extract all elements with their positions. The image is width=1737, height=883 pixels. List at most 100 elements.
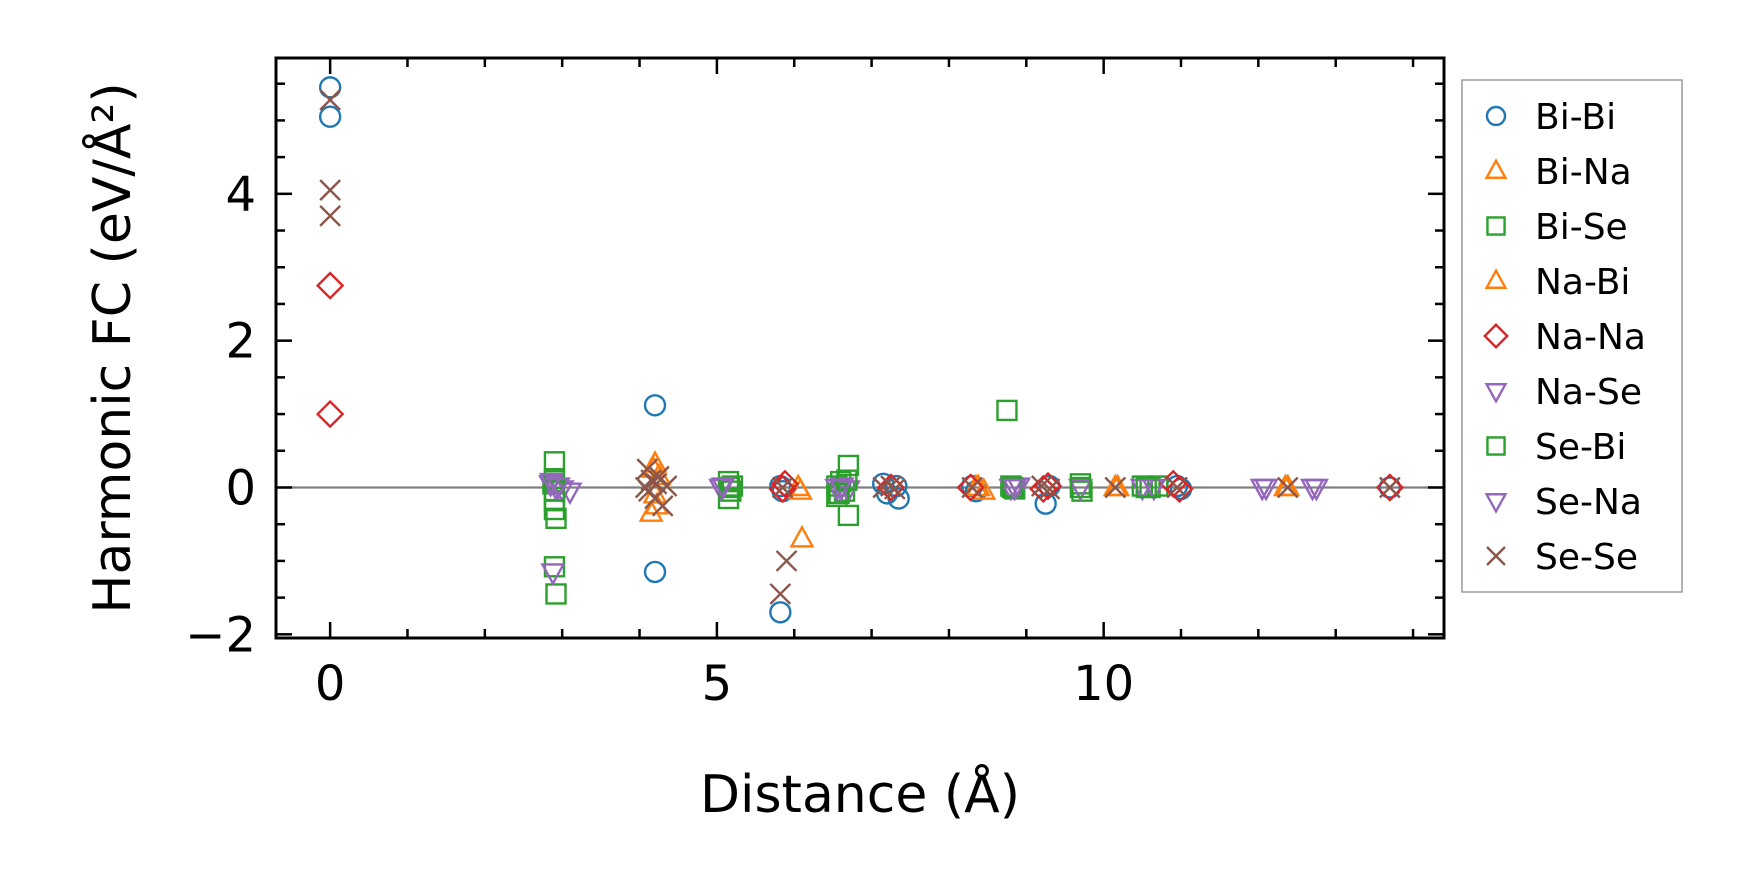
data-point-se-na	[1253, 478, 1279, 502]
data-point-se-se	[883, 478, 906, 500]
legend-item-bi-bi: Bi-Bi	[1485, 97, 1616, 138]
data-point-se-se	[1166, 476, 1188, 499]
data-point-se-se	[319, 179, 341, 202]
legend-marker-bi-se	[1486, 216, 1506, 236]
data-point-bi-se	[1131, 475, 1154, 497]
data-point-bi-se	[543, 451, 566, 473]
data-point-na-se	[543, 478, 569, 502]
y-axis-label: Harmonic FC (eV/Å²)	[81, 82, 143, 613]
legend-label: Bi-Bi	[1535, 97, 1616, 138]
data-point-na-na	[315, 399, 345, 429]
legend-marker-na-bi	[1484, 268, 1508, 289]
legend-item-bi-na: Bi-Na	[1484, 152, 1632, 193]
data-point-na-se	[540, 563, 566, 586]
data-point-se-se	[1030, 475, 1053, 497]
data-point-bi-bi	[318, 76, 342, 99]
data-point-bi-bi	[643, 560, 667, 584]
legend-item-na-bi: Na-Bi	[1484, 262, 1630, 303]
data-point-se-na	[1002, 478, 1028, 502]
data-point-na-na	[1029, 474, 1058, 504]
legend-marker-na-se	[1484, 383, 1508, 404]
legend-label: Bi-Se	[1535, 207, 1628, 248]
x-tick-label: 5	[702, 656, 733, 712]
series-se-se	[319, 88, 1401, 605]
data-point-se-se	[319, 204, 341, 227]
legend-item-na-se: Na-Se	[1484, 372, 1642, 413]
data-point-se-se	[319, 88, 341, 111]
legend-item-na-na: Na-Na	[1483, 317, 1646, 358]
data-point-bi-se	[721, 475, 744, 497]
y-tick-label: 4	[225, 167, 256, 223]
legend-label: Bi-Na	[1535, 152, 1632, 193]
series-se-na	[538, 472, 1326, 502]
data-point-bi-bi	[769, 601, 792, 624]
x-axis-label: Distance (Å)	[700, 763, 1020, 825]
data-point-se-se	[1104, 476, 1127, 499]
plot-frame	[274, 56, 1446, 640]
data-point-bi-se	[837, 454, 860, 477]
data-point-na-se	[1067, 478, 1093, 502]
data-point-bi-bi	[318, 105, 342, 128]
data-point-bi-se	[1071, 480, 1093, 502]
legend: Bi-Bi Bi-Na Bi-Se Na-Bi Na-Na Na-Se Se-Bi Se-Na…	[1461, 79, 1683, 593]
data-point-na-na	[956, 473, 985, 502]
data-point-se-bi	[543, 480, 566, 502]
data-point-se-na	[1299, 478, 1326, 502]
legend-marker-na-na	[1483, 323, 1509, 349]
data-point-se-se	[1379, 476, 1401, 499]
data-point-bi-se	[837, 504, 860, 527]
data-point-se-se	[1038, 478, 1061, 500]
legend-label: Se-Bi	[1535, 427, 1626, 468]
data-point-na-na	[1165, 474, 1194, 504]
data-point-bi-se	[1000, 475, 1022, 497]
data-point-bi-na	[789, 524, 815, 548]
legend-label: Na-Na	[1535, 317, 1646, 358]
data-point-se-na	[538, 472, 564, 496]
data-point-se-se	[771, 476, 794, 499]
legend-marker-se-na	[1484, 493, 1508, 514]
x-tick-label: 10	[1073, 656, 1134, 712]
data-point-se-se	[1276, 476, 1299, 499]
x-tick-label: 0	[315, 656, 346, 712]
data-point-na-na	[1375, 473, 1405, 502]
data-point-na-bi	[1275, 473, 1301, 497]
legend-item-se-bi: Se-Bi	[1486, 427, 1626, 468]
legend-label: Na-Se	[1535, 372, 1642, 413]
data-point-se-bi	[828, 482, 850, 505]
data-point-se-se	[648, 465, 670, 488]
data-point-na-se	[1141, 478, 1167, 502]
legend-marker-bi-na	[1484, 158, 1508, 179]
data-point-bi-se	[996, 399, 1018, 422]
legend-label: Se-Na	[1535, 482, 1642, 523]
data-point-se-na	[710, 477, 736, 501]
data-point-se-na	[545, 477, 571, 501]
data-point-na-na	[770, 469, 800, 499]
data-point-bi-bi	[1378, 476, 1402, 499]
legend-marker-bi-bi	[1485, 105, 1507, 127]
legend-label: Na-Bi	[1535, 262, 1630, 303]
data-point-bi-se	[545, 507, 567, 530]
legend-item-se-se: Se-Se	[1486, 537, 1638, 578]
data-point-se-se	[775, 550, 798, 572]
legend-marker-se-bi	[1486, 436, 1506, 456]
data-point-se-bi	[1135, 476, 1157, 499]
y-tick-label: 2	[225, 314, 256, 370]
legend-item-se-na: Se-Na	[1484, 482, 1642, 523]
data-point-na-se	[835, 480, 861, 503]
legend-item-bi-se: Bi-Se	[1486, 207, 1628, 248]
legend-marker-se-se	[1486, 546, 1506, 566]
data-point-se-se	[961, 476, 984, 499]
data-point-se-se	[645, 472, 668, 495]
data-point-se-bi	[1069, 476, 1092, 499]
data-point-se-na	[828, 478, 854, 502]
plot-area	[276, 58, 1444, 638]
legend-label: Se-Se	[1535, 537, 1638, 578]
data-point-se-se	[651, 494, 674, 517]
data-point-bi-se	[545, 583, 567, 605]
data-point-se-se	[769, 583, 792, 605]
data-point-na-na	[315, 271, 345, 300]
data-point-bi-na	[971, 477, 997, 500]
data-point-bi-bi	[643, 394, 667, 417]
y-tick-label: −2	[185, 607, 256, 663]
